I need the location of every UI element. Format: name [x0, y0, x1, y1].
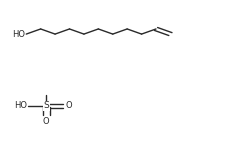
Text: O: O	[43, 117, 50, 126]
Text: HO: HO	[14, 101, 27, 110]
Text: O: O	[65, 101, 72, 110]
Text: S: S	[44, 101, 49, 110]
Text: HO: HO	[12, 30, 26, 39]
